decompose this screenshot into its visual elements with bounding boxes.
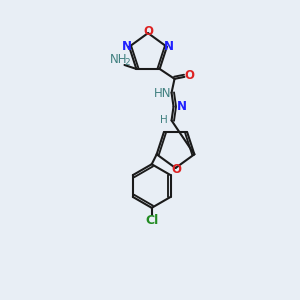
Text: O: O bbox=[184, 69, 194, 82]
Text: O: O bbox=[143, 25, 153, 38]
Text: N: N bbox=[164, 40, 174, 53]
Text: O: O bbox=[172, 164, 182, 176]
Text: Cl: Cl bbox=[145, 214, 158, 227]
Text: H: H bbox=[160, 116, 167, 125]
Text: NH: NH bbox=[110, 52, 127, 65]
Text: N: N bbox=[176, 100, 187, 113]
Text: HN: HN bbox=[154, 87, 171, 100]
Text: 2: 2 bbox=[124, 58, 130, 68]
Text: N: N bbox=[122, 40, 132, 53]
